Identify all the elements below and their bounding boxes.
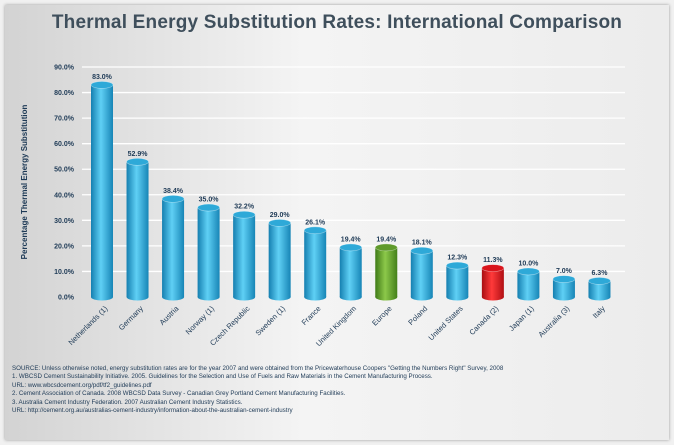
y-axis-ticks: 0.0% 10.0% 20.0% 30.0% 40.0% 50.0% 60.0% 70.0% 8…	[54, 65, 75, 302]
y-tick-label: 0.0%	[58, 295, 75, 302]
bar	[126, 158, 149, 301]
data-label: 12.3%	[447, 255, 468, 262]
category-label: Italy	[591, 304, 607, 320]
category-label: Germany	[117, 304, 145, 332]
category-label: Austria	[158, 303, 181, 326]
y-tick-label: 90.0%	[54, 65, 75, 72]
bar	[446, 261, 469, 301]
y-tick-label: 30.0%	[54, 218, 75, 225]
bar	[268, 219, 291, 301]
chart-panel	[5, 5, 669, 440]
note-1-url: URL: www.wbcsdcement.org/pdf/tf2_guideli…	[12, 381, 152, 389]
category-label: United States	[427, 304, 465, 342]
bar	[197, 203, 220, 301]
data-label: 38.4%	[163, 188, 184, 195]
category-label: Canada (2)	[467, 304, 500, 337]
data-label: 19.4%	[376, 236, 397, 243]
source-notes: SOURCE: Unless otherwise noted, energy s…	[12, 365, 667, 415]
category-label: Australia (3)	[536, 304, 571, 339]
note-3-url: URL: http://cement.org.au/australias-cem…	[12, 407, 293, 415]
category-label: Poland	[406, 304, 429, 327]
y-tick-label: 10.0%	[54, 269, 75, 276]
data-label: 26.1%	[305, 219, 326, 226]
data-label: 29.0%	[270, 212, 291, 219]
bar	[232, 210, 256, 301]
bar-chart: 0.0% 10.0% 20.0% 30.0% 40.0% 50.0% 60.0% 70.0% 8…	[20, 65, 625, 348]
bar	[339, 243, 363, 301]
bars	[90, 81, 611, 301]
note-1: 1. WBCSD Cement Sustainability Initiativ…	[12, 373, 433, 381]
data-label: 18.1%	[412, 240, 433, 247]
bar	[90, 81, 114, 301]
data-label: 6.3%	[591, 270, 608, 277]
y-tick-label: 40.0%	[54, 192, 75, 199]
data-label: 7.0%	[556, 268, 573, 275]
bar	[588, 277, 611, 301]
category-label: Europe	[370, 304, 393, 327]
data-label: 35.0%	[199, 197, 220, 204]
bar	[374, 243, 398, 301]
data-labels: 83.0% 52.9% 38.4% 35.0% 32.2% 29.0% 26.1% 19.4%…	[92, 74, 608, 277]
y-tick-label: 80.0%	[54, 90, 75, 97]
data-label: 83.0%	[92, 74, 113, 81]
y-tick-label: 50.0%	[54, 167, 75, 174]
note-2: 2. Cement Association of Canada. 2008 WB…	[12, 390, 346, 398]
y-axis-label: Percentage Thermal Energy Substitution	[20, 105, 29, 260]
category-label: France	[300, 304, 323, 327]
bar	[552, 275, 576, 301]
bar	[481, 264, 505, 301]
note-3: 3. Australia Cement Industry Federation.…	[12, 398, 243, 406]
category-label: Japan (1)	[507, 304, 536, 333]
bar	[303, 226, 327, 301]
y-tick-label: 20.0%	[54, 243, 75, 250]
category-labels: Netherlands (1) Germany Austria Norway (1) C…	[66, 303, 607, 348]
category-label: Norway (1)	[184, 304, 217, 337]
bar	[161, 195, 185, 301]
bar	[410, 246, 434, 301]
data-label: 10.0%	[518, 260, 539, 267]
data-label: 19.4%	[341, 236, 362, 243]
category-label: Sweden (1)	[254, 304, 288, 338]
data-label: 11.3%	[483, 257, 503, 264]
y-tick-label: 60.0%	[54, 141, 75, 148]
chart-title: Thermal Energy Substitution Rates: Inter…	[51, 12, 623, 33]
data-label: 32.2%	[234, 204, 255, 211]
category-label: Netherlands (1)	[66, 304, 109, 347]
y-tick-label: 70.0%	[54, 116, 75, 123]
bar	[517, 267, 540, 301]
note-source: SOURCE: Unless otherwise noted, energy s…	[12, 365, 504, 372]
data-label: 52.9%	[128, 151, 149, 158]
